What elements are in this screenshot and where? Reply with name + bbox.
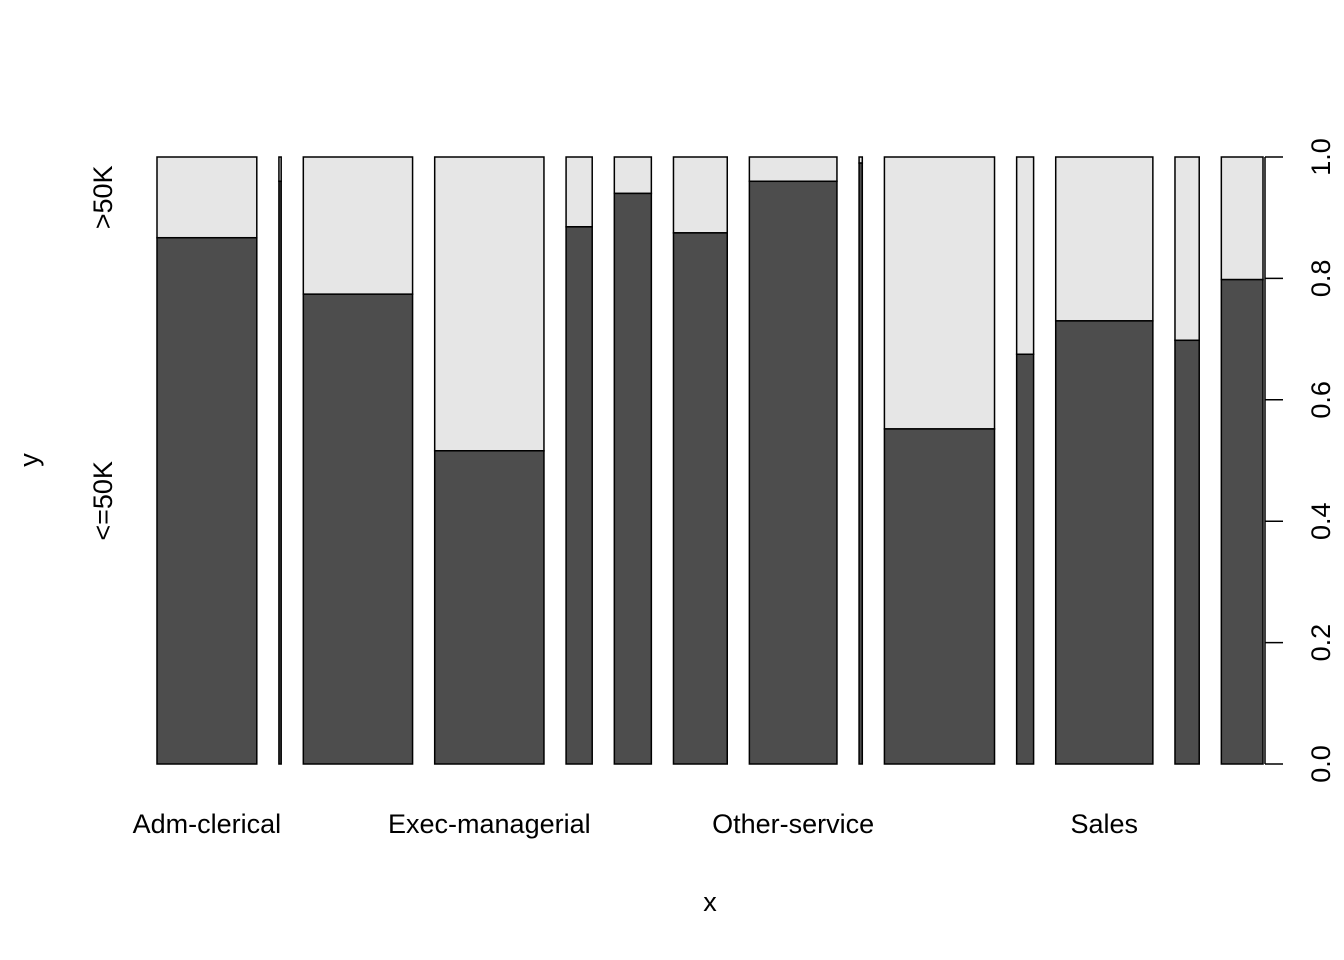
bar-segment-upper (858, 156, 864, 164)
right-axis-tick-label: 0.2 (1306, 624, 1336, 662)
bar-segment-lower (1220, 278, 1264, 765)
bar-segment-lower (1174, 339, 1200, 765)
bar-segment-lower (613, 192, 653, 765)
right-axis-tick-label: 0.0 (1306, 745, 1336, 783)
bar-segment-lower (858, 162, 864, 765)
bar-segment-upper (672, 156, 729, 234)
right-axis-tick-label: 0.8 (1306, 260, 1336, 298)
bar-segment-upper (613, 156, 653, 195)
x-tick-label: Other-service (712, 809, 874, 839)
x-tick-label: Exec-managerial (388, 809, 591, 839)
x-axis-label: x (703, 887, 717, 917)
x-tick-label: Adm-clerical (133, 809, 282, 839)
bar-segment-lower (748, 180, 838, 765)
right-axis-tick-label: 0.6 (1306, 381, 1336, 419)
x-tick-labels: Adm-clerical Exec-managerial Other-service… (133, 809, 1138, 839)
bar-segment-upper (1015, 156, 1035, 356)
bar-segment-lower (565, 226, 593, 765)
x-tick-label: Sales (1071, 809, 1139, 839)
y-axis-label: y (14, 453, 44, 467)
bar-segment-lower (1015, 353, 1035, 765)
right-axis-tick-label: 1.0 (1306, 138, 1336, 176)
bar-segment-upper (1054, 156, 1154, 322)
bar-segment-upper (433, 156, 545, 452)
bar-segment-upper (156, 156, 258, 239)
right-axis-tick-label: 0.4 (1306, 502, 1336, 540)
bar-segment-lower (302, 293, 414, 765)
y-category-labels: <=50K >50K (88, 165, 118, 540)
bars-group (156, 156, 1264, 765)
bar-segment-upper (1174, 156, 1200, 342)
right-axis: 0.0 0.2 0.4 0.6 0.8 1.0 (1264, 138, 1336, 783)
bar-segment-lower (672, 232, 729, 765)
bar-segment-upper (1220, 156, 1264, 281)
y-category-label: >50K (88, 165, 118, 229)
bar-segment-lower (433, 450, 545, 765)
bar-segment-upper (302, 156, 414, 295)
bar-segment-upper (278, 156, 282, 183)
bar-segment-upper (565, 156, 593, 228)
bar-segment-lower (156, 236, 258, 765)
bar-segment-lower (1054, 320, 1154, 765)
bar-segment-lower (278, 180, 282, 765)
bar-segment-lower (883, 428, 996, 765)
bar-segment-upper (748, 156, 838, 183)
y-category-label: <=50K (88, 461, 118, 541)
bar-segment-upper (883, 156, 996, 430)
